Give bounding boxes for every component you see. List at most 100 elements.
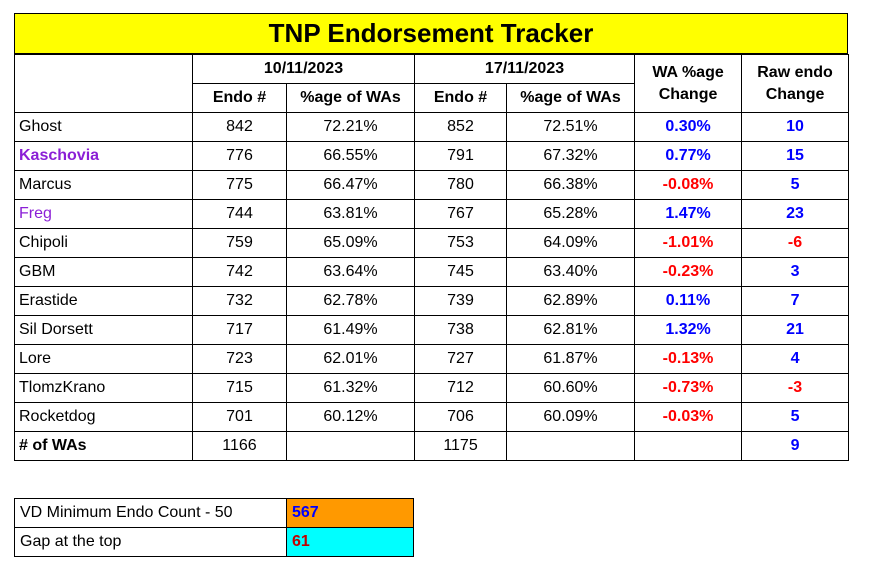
pct-was-1: 62.01% (285, 344, 416, 374)
wa-pct-change: -1.01% (634, 228, 743, 258)
wa-pct-change: -0.23% (634, 257, 743, 287)
pct-was-1: 61.49% (285, 315, 416, 345)
endo-count-2: 739 (414, 286, 508, 316)
table-row: Chipoli 759 65.09% 753 64.09% -1.01% -6 (14, 228, 850, 258)
total-label: # of WAs (14, 431, 193, 461)
pct-was-2: 72.51% (506, 112, 636, 142)
endo-count-2: 852 (414, 112, 508, 142)
endo-count-1: 717 (192, 315, 287, 345)
pct-was-1: 61.32% (285, 373, 416, 403)
table-row: Sil Dorsett 717 61.49% 738 62.81% 1.32% 21 (14, 315, 850, 345)
endo-count-1: 732 (192, 286, 287, 316)
raw-endo-change: 21 (741, 315, 850, 345)
raw-endo-change: 23 (741, 199, 850, 229)
endorsement-table: 10/11/2023 17/11/2023 WA %age Change Raw… (14, 54, 850, 461)
pct-was-2: 66.38% (506, 170, 636, 200)
pct-was-2: 62.89% (506, 286, 636, 316)
gap-row: Gap at the top 61 (14, 527, 414, 557)
raw-change-header: Raw endo Change (741, 54, 850, 113)
empty-cell (506, 431, 636, 461)
wa-change-header: WA %age Change (634, 54, 743, 113)
pct-was-2: 61.87% (506, 344, 636, 374)
member-name: Chipoli (14, 228, 193, 258)
raw-endo-change: -3 (741, 373, 850, 403)
member-name: Ghost (14, 112, 193, 142)
wa-pct-change: -0.73% (634, 373, 743, 403)
endo-count-1: 701 (192, 402, 287, 432)
wa-pct-change: -0.03% (634, 402, 743, 432)
pct-was-1: 66.47% (285, 170, 416, 200)
pct-was-1: 66.55% (285, 141, 416, 171)
raw-endo-change: 7 (741, 286, 850, 316)
total-was-2: 1175 (414, 431, 508, 461)
wa-pct-change: 0.11% (634, 286, 743, 316)
member-name: Lore (14, 344, 193, 374)
wa-pct-change: -0.13% (634, 344, 743, 374)
member-name: Marcus (14, 170, 193, 200)
endo-header-2: Endo # (414, 83, 508, 113)
endo-count-1: 759 (192, 228, 287, 258)
empty-cell (634, 431, 743, 461)
summary-table: VD Minimum Endo Count - 50 567 Gap at th… (14, 498, 414, 557)
table-row: Marcus 775 66.47% 780 66.38% -0.08% 5 (14, 170, 850, 200)
wa-pct-change: 0.77% (634, 141, 743, 171)
endo-header-1: Endo # (192, 83, 287, 113)
vd-label: VD Minimum Endo Count - 50 (14, 498, 287, 528)
vd-value: 567 (286, 498, 414, 528)
endo-count-2: 791 (414, 141, 508, 171)
pct-was-2: 67.32% (506, 141, 636, 171)
endo-count-2: 745 (414, 257, 508, 287)
table-row: GBM 742 63.64% 745 63.40% -0.23% 3 (14, 257, 850, 287)
member-name: Sil Dorsett (14, 315, 193, 345)
endo-count-1: 723 (192, 344, 287, 374)
pct-header-1: %age of WAs (285, 83, 416, 113)
endo-count-2: 727 (414, 344, 508, 374)
pct-was-2: 62.81% (506, 315, 636, 345)
table-row: Erastide 732 62.78% 739 62.89% 0.11% 7 (14, 286, 850, 316)
date1-header: 10/11/2023 (191, 54, 416, 84)
member-name: TlomzKrano (14, 373, 193, 403)
pct-was-1: 63.64% (285, 257, 416, 287)
endo-count-1: 744 (192, 199, 287, 229)
vd-row: VD Minimum Endo Count - 50 567 (14, 498, 414, 528)
member-name: GBM (14, 257, 193, 287)
endo-count-1: 742 (192, 257, 287, 287)
endo-count-1: 776 (192, 141, 287, 171)
member-name: Freg (14, 199, 193, 229)
wa-pct-change: -0.08% (634, 170, 743, 200)
table-row: Kaschovia 776 66.55% 791 67.32% 0.77% 15 (14, 141, 850, 171)
raw-endo-change: -6 (741, 228, 850, 258)
raw-endo-change: 4 (741, 344, 850, 374)
wa-pct-change: 1.32% (634, 315, 743, 345)
table-row: Ghost 842 72.21% 852 72.51% 0.30% 10 (14, 112, 850, 142)
endo-count-2: 780 (414, 170, 508, 200)
endo-count-1: 775 (192, 170, 287, 200)
gap-label: Gap at the top (14, 527, 287, 557)
table-row: Lore 723 62.01% 727 61.87% -0.13% 4 (14, 344, 850, 374)
empty-cell (285, 431, 416, 461)
name-header-cell (14, 54, 193, 113)
raw-endo-change: 5 (741, 170, 850, 200)
raw-endo-change: 15 (741, 141, 850, 171)
gap-value: 61 (286, 527, 414, 557)
endo-count-2: 706 (414, 402, 508, 432)
pct-was-1: 63.81% (285, 199, 416, 229)
table-row: Freg 744 63.81% 767 65.28% 1.47% 23 (14, 199, 850, 229)
pct-was-1: 60.12% (285, 402, 416, 432)
endo-count-2: 767 (414, 199, 508, 229)
pct-was-2: 64.09% (506, 228, 636, 258)
raw-endo-change: 10 (741, 112, 850, 142)
total-row: # of WAs 1166 1175 9 (14, 431, 850, 461)
total-was-1: 1166 (192, 431, 287, 461)
pct-header-2: %age of WAs (506, 83, 636, 113)
pct-was-2: 60.60% (506, 373, 636, 403)
raw-endo-change: 5 (741, 402, 850, 432)
endo-count-1: 842 (192, 112, 287, 142)
pct-was-1: 72.21% (285, 112, 416, 142)
member-name: Rocketdog (14, 402, 193, 432)
table-row: TlomzKrano 715 61.32% 712 60.60% -0.73% -3 (14, 373, 850, 403)
endo-count-2: 753 (414, 228, 508, 258)
raw-endo-change: 3 (741, 257, 850, 287)
pct-was-1: 65.09% (285, 228, 416, 258)
tracker-title: TNP Endorsement Tracker (14, 13, 848, 54)
